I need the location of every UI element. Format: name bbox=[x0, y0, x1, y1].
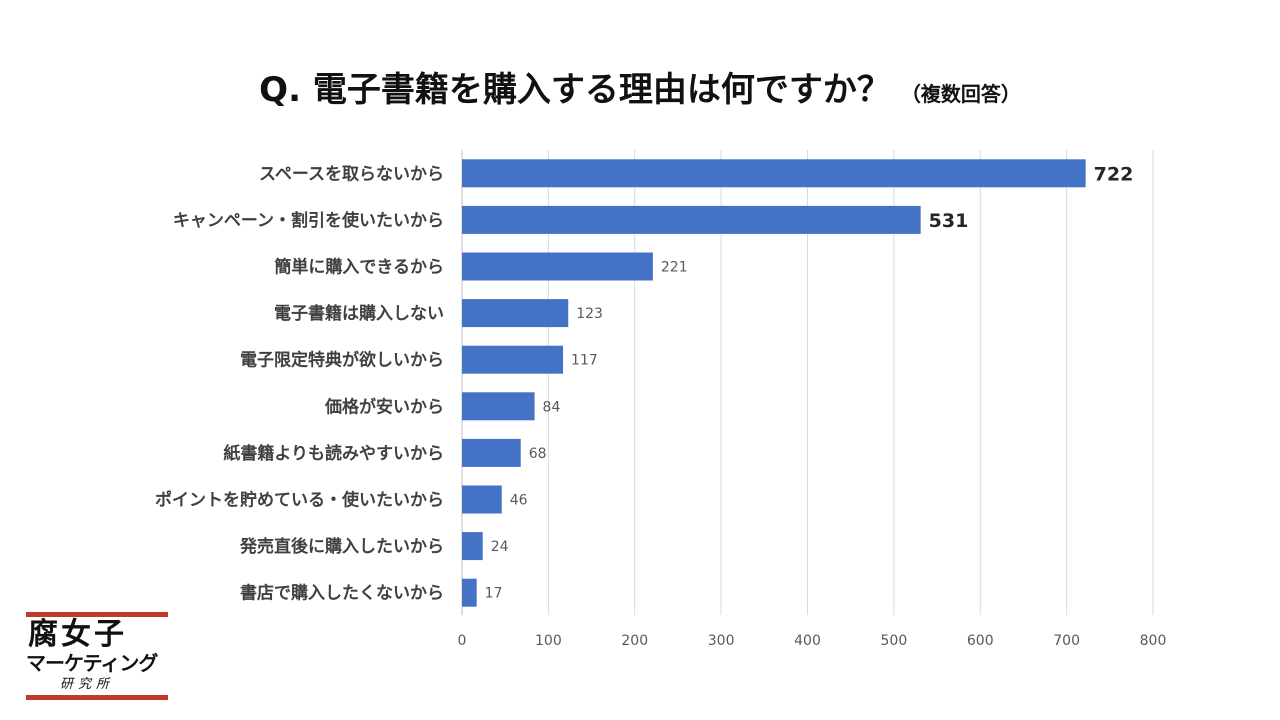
chart-title-main: Q. 電子書籍を購入する理由は何ですか？ bbox=[259, 70, 891, 110]
logo-bottom-bar bbox=[26, 695, 168, 700]
bar bbox=[462, 438, 521, 467]
bar bbox=[462, 485, 502, 514]
category-label: 電子書籍は購入しない bbox=[274, 303, 444, 324]
category-labels: スペースを取らないからキャンペーン・割引を使いたいから簡単に購入できるから電子書… bbox=[155, 164, 444, 603]
category-label: 簡単に購入できるから bbox=[273, 257, 444, 278]
x-tick-label: 700 bbox=[1053, 633, 1080, 649]
bar bbox=[462, 392, 535, 421]
data-labels: 722 531 221 123 117 84 68 46 24 17 bbox=[485, 163, 1134, 601]
x-tick-label: 500 bbox=[881, 633, 908, 649]
category-label: 発売直後に購入したいから bbox=[239, 536, 444, 557]
category-label: 書店で購入したくないから bbox=[240, 583, 444, 604]
x-tick-label: 200 bbox=[621, 633, 648, 649]
category-label: スペースを取らないから bbox=[259, 164, 444, 184]
chart-subtitle: （複数回答） bbox=[900, 82, 1021, 106]
x-axis-ticks: 0 100 200 300 400 500 600 700 800 bbox=[458, 633, 1167, 649]
x-tick-label: 100 bbox=[535, 633, 562, 649]
logo-line3: 研究所 bbox=[60, 677, 115, 692]
data-label: 221 bbox=[661, 260, 688, 276]
data-label: 123 bbox=[576, 306, 603, 322]
x-tick-label: 300 bbox=[708, 633, 735, 649]
data-label: 17 bbox=[485, 586, 503, 602]
bar bbox=[462, 205, 921, 234]
data-label: 68 bbox=[529, 446, 547, 462]
data-label: 84 bbox=[543, 399, 561, 415]
data-label: 531 bbox=[929, 210, 969, 232]
x-tick-label: 800 bbox=[1140, 633, 1167, 649]
bar bbox=[462, 345, 564, 374]
category-label: キャンペーン・割引を使いたいから bbox=[173, 210, 444, 231]
x-tick-label: 600 bbox=[967, 633, 994, 649]
bar bbox=[462, 252, 653, 281]
bar bbox=[462, 532, 483, 561]
bars bbox=[462, 159, 1086, 607]
logo-line2: マーケティング bbox=[26, 651, 158, 675]
logo: 腐女子 マーケティング 研究所 bbox=[22, 610, 172, 702]
category-label: 電子限定特典が欲しいから bbox=[240, 350, 444, 371]
bar bbox=[462, 299, 569, 328]
data-label: 722 bbox=[1094, 163, 1134, 185]
logo-top-bar bbox=[26, 612, 168, 617]
x-tick-label: 0 bbox=[458, 633, 467, 649]
category-label: 価格が安いから bbox=[324, 396, 444, 417]
bar bbox=[462, 578, 477, 607]
category-label: 紙書籍よりも読みやすいから bbox=[223, 443, 444, 464]
category-label: ポイントを貯めている・使いたいから bbox=[155, 490, 444, 511]
x-tick-label: 400 bbox=[794, 633, 821, 649]
data-label: 117 bbox=[571, 353, 598, 369]
logo-line1: 腐女子 bbox=[28, 617, 127, 652]
data-label: 24 bbox=[491, 539, 509, 555]
data-label: 46 bbox=[510, 493, 528, 509]
bar bbox=[462, 159, 1086, 188]
chart-title: Q. 電子書籍を購入する理由は何ですか？ （複数回答） bbox=[0, 62, 1280, 111]
